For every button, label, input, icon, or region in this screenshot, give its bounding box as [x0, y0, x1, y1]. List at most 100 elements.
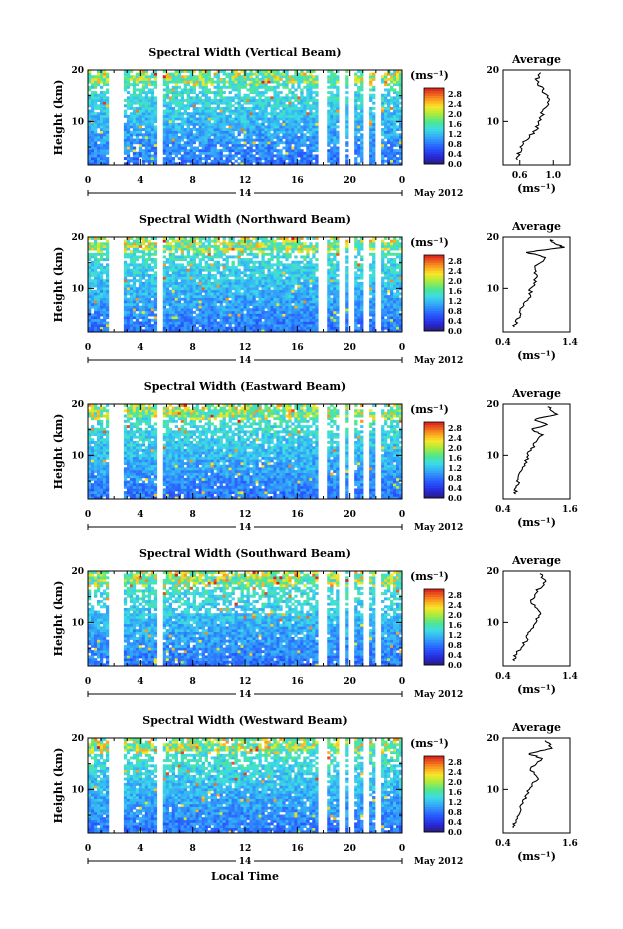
heatmap-cell [294, 308, 298, 312]
heatmap-cell [162, 80, 167, 84]
heatmap-cell [294, 154, 298, 158]
heatmap-cell [171, 80, 176, 84]
heatmap-cell [228, 151, 232, 155]
heatmap-cell [291, 141, 295, 145]
heatmap-cell [165, 117, 170, 121]
heatmap-cell [291, 114, 295, 118]
heatmap-cell [294, 321, 298, 325]
heatmap-cell [88, 318, 92, 322]
heatmap-cell [279, 295, 283, 298]
heatmap-cell [282, 271, 286, 275]
heatmap-cell [294, 260, 298, 264]
heatmap-cell [390, 117, 394, 121]
heatmap-cell [291, 83, 295, 87]
heatmap-cell [327, 109, 331, 113]
heatmap-cell [276, 122, 280, 126]
heatmap-cell [216, 284, 220, 288]
heatmap-cell [153, 109, 158, 113]
heatmap-cell [291, 271, 295, 275]
heatmap-cell [309, 154, 313, 158]
heatmap-cell [147, 96, 152, 100]
heatmap-cell [306, 120, 310, 124]
heatmap-cell [207, 247, 211, 251]
heatmap-cell [201, 162, 205, 166]
heatmap-cell [255, 247, 259, 251]
heatmap-cell [240, 326, 244, 330]
heatmap-cell [276, 318, 280, 322]
heatmap-cell [291, 77, 295, 81]
heatmap-cell [90, 316, 95, 320]
heatmap-cell [207, 271, 211, 275]
heatmap-cell [261, 112, 265, 116]
heatmap-cell [195, 157, 199, 161]
heatmap-cell [210, 91, 214, 95]
heatmap-cell [135, 271, 140, 275]
heatmap-cell [198, 310, 202, 314]
heatmap-cell [204, 85, 208, 89]
heatmap-cell [171, 125, 176, 129]
heatmap-cell [297, 114, 301, 118]
heatmap-cell [273, 88, 277, 92]
heatmap-cell [195, 242, 199, 246]
heatmap-cell [153, 284, 158, 288]
heatmap-cell [88, 138, 92, 142]
heatmap-cell [99, 128, 104, 131]
heatmap-cell [90, 281, 95, 285]
heatmap-cell [174, 138, 179, 142]
heatmap-cell [252, 125, 256, 129]
heatmap-cell [162, 138, 167, 142]
heatmap-cell [123, 122, 128, 126]
heatmap-cell [309, 125, 313, 129]
heatmap-cell [90, 149, 95, 153]
heatmap-cell [207, 138, 211, 142]
heatmap-cell [249, 138, 253, 142]
heatmap-cell [126, 297, 131, 301]
heatmap-cell [204, 313, 208, 317]
heatmap-cell [147, 268, 152, 272]
heatmap-cell [204, 99, 208, 102]
heatmap-cell [303, 77, 307, 81]
heatmap-cell [261, 297, 265, 301]
heatmap-cell [303, 159, 307, 163]
heatmap-cell [171, 96, 176, 100]
heatmap-cell [88, 244, 92, 248]
heatmap-cell [360, 80, 364, 84]
heatmap-cell [183, 279, 187, 283]
heatmap-cell [165, 242, 170, 246]
heatmap-cell [165, 313, 170, 317]
heatmap-cell [279, 83, 283, 87]
heatmap-cell [276, 151, 280, 155]
heatmap-cell [201, 242, 205, 246]
heatmap-cell [174, 281, 179, 285]
heatmap-cell [288, 159, 292, 163]
heatmap-cell [198, 300, 202, 304]
heatmap-cell [150, 247, 155, 251]
heatmap-cell [88, 266, 92, 269]
heatmap-cell [88, 101, 92, 105]
heatmap-cell [357, 120, 361, 124]
heatmap-cell [294, 300, 298, 304]
heatmap-cell [273, 324, 277, 328]
heatmap-cell [129, 237, 134, 240]
heatmap-cell [261, 258, 265, 262]
heatmap-cell [360, 141, 364, 145]
heatmap-cell [99, 266, 104, 269]
heatmap-cell [105, 244, 110, 248]
heatmap-cell [333, 93, 337, 97]
heatmap-cell [168, 310, 173, 314]
heatmap-cell [123, 247, 128, 251]
heatmap-cell [88, 326, 92, 330]
heatmap-cell [132, 149, 137, 153]
heatmap-cell [177, 242, 181, 246]
heatmap-cell [225, 316, 229, 320]
heatmap-cell [360, 154, 364, 158]
heatmap-cell [309, 109, 313, 113]
heatmap-cell [303, 273, 307, 277]
heatmap-cell [171, 308, 176, 312]
heatmap-cell [96, 112, 101, 116]
heatmap-cell [102, 247, 107, 251]
heatmap-cell [399, 141, 403, 145]
heatmap-cell [312, 162, 316, 166]
heatmap-cell [168, 237, 173, 240]
heatmap-cell [222, 310, 226, 314]
